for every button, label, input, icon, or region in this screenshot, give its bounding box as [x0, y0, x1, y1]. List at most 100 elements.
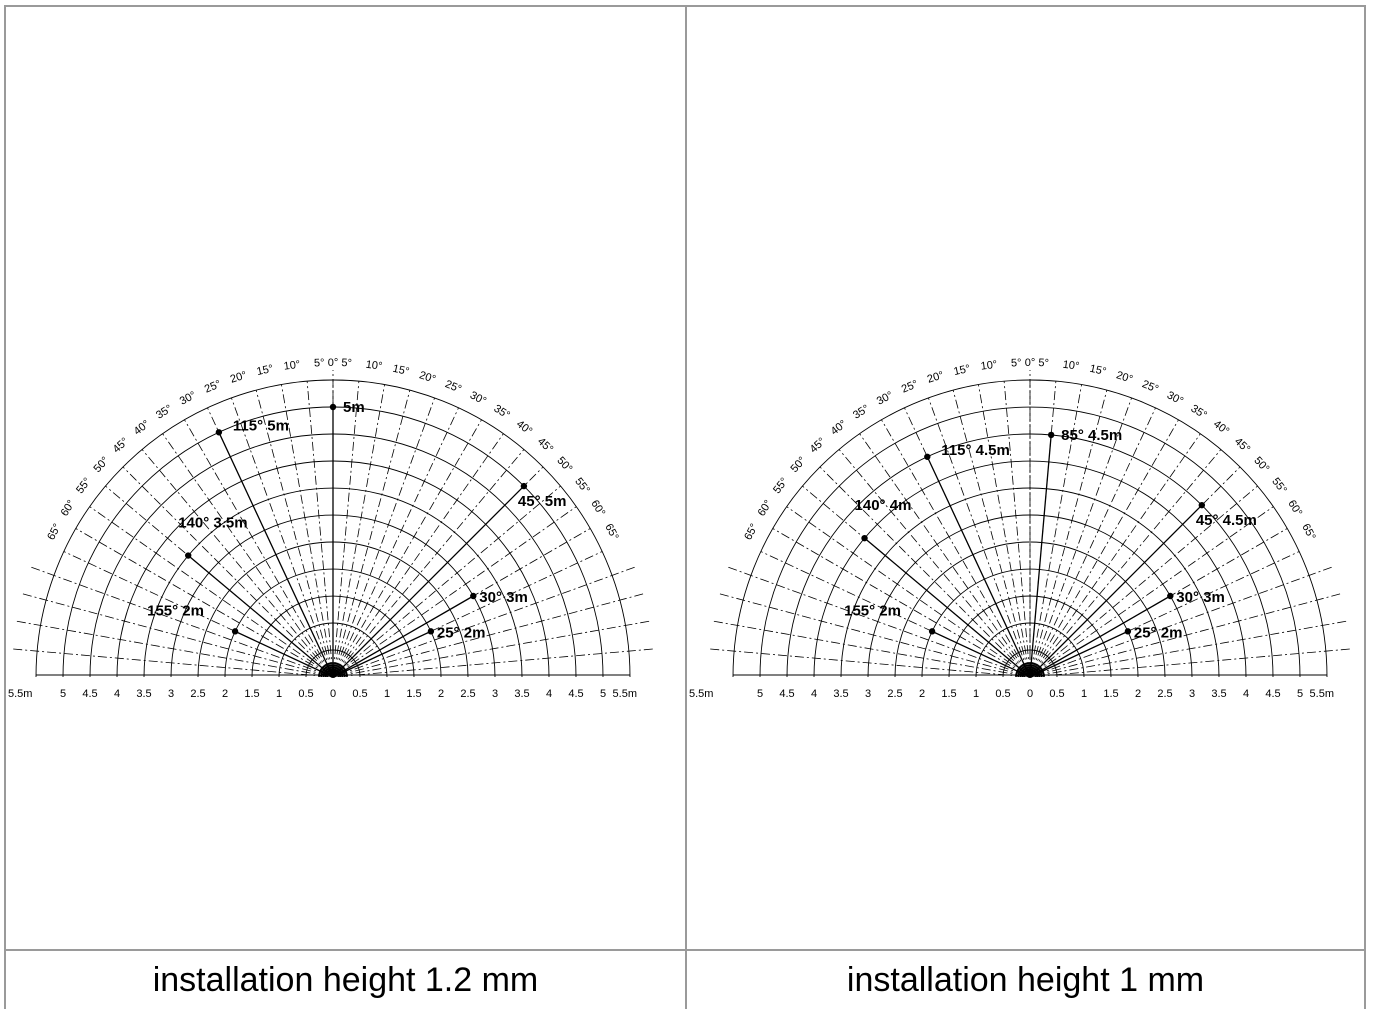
radial-line: [89, 506, 329, 674]
radial-line: [1031, 397, 1132, 672]
radial-line: [255, 390, 332, 672]
angle-label: 35°: [851, 403, 871, 422]
radial-line: [337, 485, 561, 674]
angle-label: 50°: [788, 455, 808, 475]
angle-label: 65°: [45, 522, 63, 542]
angle-label: 25°: [900, 378, 920, 395]
angle-label: 25°: [1140, 378, 1160, 395]
right-border: [1364, 5, 1366, 1009]
axis-tick-label: 5.5m: [8, 688, 32, 700]
angle-label: 50°: [554, 455, 574, 475]
radial-line: [727, 566, 1025, 676]
annotation-ray: [332, 595, 474, 678]
angle-label: 0°: [1025, 357, 1036, 369]
radial-line: [1030, 381, 1057, 672]
radial-line: [928, 397, 1029, 672]
annotation-ray: [187, 555, 334, 678]
angle-label: 5°: [1011, 357, 1022, 369]
annotation-point: [1124, 628, 1132, 635]
annotations: 5m 115° 5m 45° 5m 140° 3.5m 30° 3m 155° 2m 25°…: [147, 399, 566, 678]
radial-line: [1032, 419, 1179, 673]
radial-line: [1031, 390, 1108, 672]
hub-ring: [1015, 662, 1045, 678]
angle-label: 55°: [1269, 476, 1289, 497]
radial-line: [802, 485, 1026, 674]
axis-tick-label: 5: [600, 688, 606, 700]
radial-line: [338, 648, 654, 677]
radial-line: [1035, 620, 1348, 677]
axis-tick-label: 1: [384, 688, 390, 700]
caption-divider: [4, 949, 1366, 951]
annotation-label: 155° 2m: [147, 602, 204, 619]
axis-tick-label: 3.5: [1211, 688, 1226, 700]
angle-label: 60°: [756, 498, 775, 518]
angle-label: 30°: [875, 389, 895, 407]
annotation-point: [427, 628, 435, 635]
radial-line: [859, 433, 1027, 673]
radial-line: [334, 397, 435, 672]
angle-label: 10°: [283, 359, 301, 373]
angle-label: 40°: [1211, 418, 1232, 438]
axis-tick-label: 2: [222, 688, 228, 700]
angle-label: 35°: [491, 403, 511, 422]
angle-label: 10°: [365, 359, 383, 373]
radial-line: [786, 506, 1026, 674]
axis-tick-label: 5.5m: [1310, 688, 1334, 700]
radial-line: [819, 466, 1027, 674]
radial-line: [306, 381, 333, 672]
angle-label: 45°: [111, 435, 131, 455]
radial-line: [105, 485, 329, 674]
angle-label: 30°: [1165, 389, 1185, 407]
annotation-ray: [931, 630, 1031, 678]
axis-tick-label: 5: [60, 688, 66, 700]
angle-label: 20°: [229, 369, 248, 385]
annotation-point: [1047, 431, 1055, 439]
axis-tick-label: 3: [1189, 688, 1195, 700]
annotation-point: [928, 628, 936, 635]
annotation-label: 5m: [343, 399, 365, 416]
angle-label: 50°: [91, 455, 111, 475]
annotation-ray: [1029, 595, 1171, 678]
axis-tick-label: 4: [114, 688, 120, 700]
radial-line: [338, 566, 636, 676]
radial-line: [281, 384, 333, 672]
radial-line: [978, 384, 1030, 672]
annotation-label: 25° 2m: [1134, 624, 1183, 641]
caption-left: installation height 1.2 mm: [152, 960, 539, 999]
axis-tick-label: 1.5: [244, 688, 259, 700]
radial-line: [231, 397, 332, 672]
angle-label: 15°: [392, 363, 411, 378]
annotation-point: [924, 453, 931, 460]
radial-line: [904, 407, 1028, 672]
angle-label: 20°: [418, 369, 437, 385]
angle-label: 65°: [602, 522, 620, 542]
angle-labels: 65°60°55°50°45°40°35°30°25°20° 15° 10° 5° 0°…: [742, 357, 1317, 542]
axis-tick-label: 2: [438, 688, 444, 700]
axis-tick-label: 4: [546, 688, 552, 700]
annotation-label: 30° 3m: [1176, 589, 1225, 606]
axis-tick-label: 4.5: [1265, 688, 1280, 700]
annotation-label: 30° 3m: [479, 589, 528, 606]
caption-right: installation height 1 mm: [846, 960, 1205, 999]
axis-tick-label: 1.5: [1103, 688, 1118, 700]
radial-line: [335, 419, 482, 673]
angle-label: 55°: [771, 476, 791, 497]
radial-line: [63, 551, 328, 675]
annotation-label: 45° 4.5m: [1196, 512, 1257, 529]
axis-tick-label: 2.5: [190, 688, 205, 700]
angle-label: 45°: [808, 435, 828, 455]
radial-line: [184, 419, 331, 673]
angle-label: 5°: [341, 357, 352, 369]
axis-tick-label: 3: [865, 688, 871, 700]
grid: [12, 370, 654, 678]
axis-labels: 5.5m 5 4.5 4 3.5 3 2.5 2 1.5 1 0.5 0 0.5 1 1.5 2 2.5 3 3.5…: [689, 688, 1334, 700]
angle-label: 60°: [588, 498, 607, 518]
axis-tick-label: 3: [492, 688, 498, 700]
radial-line: [338, 620, 651, 677]
angle-label: 40°: [514, 418, 535, 438]
axis-tick-label: 5.5m: [689, 688, 713, 700]
angle-label: 45°: [535, 435, 555, 455]
radial-line: [881, 419, 1028, 673]
angle-label: 15°: [953, 363, 972, 378]
axis-tick-label: 0.5: [352, 688, 367, 700]
